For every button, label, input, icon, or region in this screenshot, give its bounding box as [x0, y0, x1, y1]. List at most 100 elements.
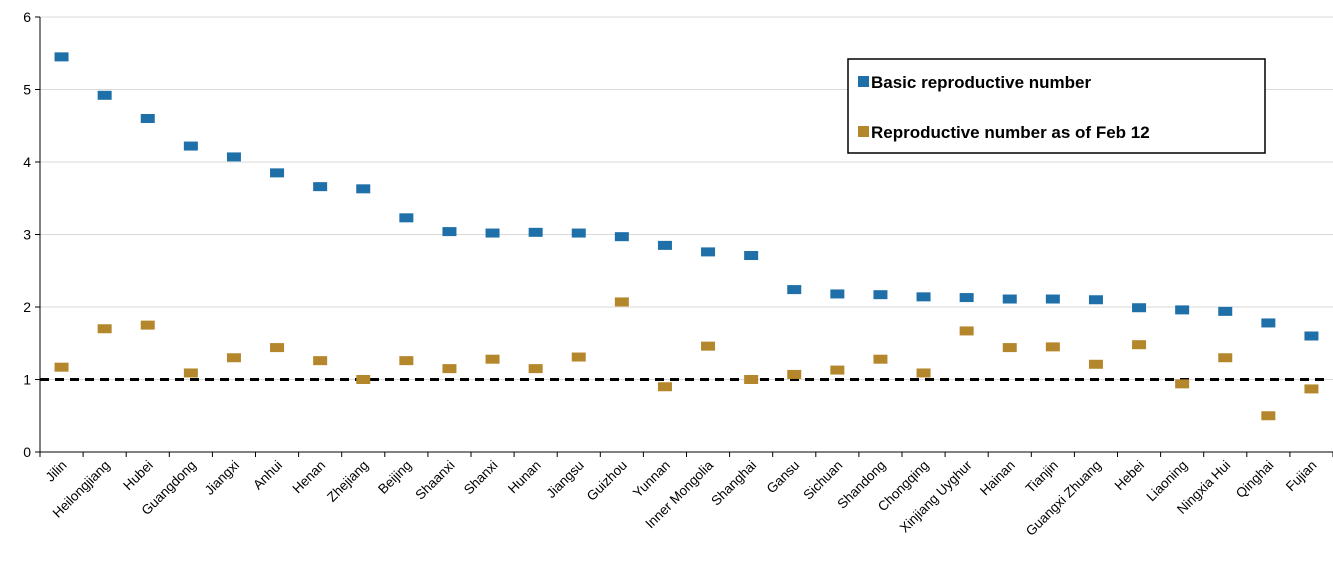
data-point: [97, 90, 112, 100]
data-point: [1045, 294, 1060, 304]
data-point: [701, 247, 716, 257]
data-point: [183, 368, 198, 378]
data-point: [1218, 306, 1233, 316]
y-tick-label: 6: [23, 9, 31, 25]
x-category-label: Shaanxi: [412, 458, 457, 503]
data-point: [399, 356, 414, 366]
data-point: [744, 375, 759, 384]
x-category-label: Zhejiang: [324, 458, 371, 505]
data-point: [1002, 343, 1017, 353]
data-point: [485, 228, 500, 238]
y-tick-label: 5: [23, 82, 31, 98]
x-category-label: Guizhou: [584, 458, 630, 504]
data-point: [356, 375, 371, 384]
data-point: [1261, 411, 1276, 421]
y-tick-label: 0: [23, 444, 31, 460]
x-category-label: Hubei: [120, 458, 156, 494]
data-point: [830, 365, 845, 375]
legend-label-basic: Basic reproductive number: [871, 73, 1092, 92]
x-category-label: Shanghai: [708, 458, 759, 509]
x-category-label: Hainan: [977, 458, 1018, 499]
data-point: [442, 364, 457, 374]
y-tick-labels: 0 1 2 3 4 5 6: [23, 9, 31, 460]
data-point: [528, 227, 543, 237]
data-point: [1175, 305, 1190, 315]
data-point: [528, 364, 543, 374]
data-point: [1088, 359, 1103, 369]
data-point: [701, 341, 716, 351]
y-tick-label: 1: [23, 372, 31, 388]
x-category-label: Hebei: [1112, 458, 1148, 494]
data-point: [787, 285, 802, 295]
data-point: [657, 382, 672, 392]
data-point: [270, 343, 285, 353]
data-point: [313, 356, 328, 366]
x-category-label: Tianjin: [1023, 458, 1061, 496]
x-category-label: Qinghai: [1233, 458, 1277, 502]
legend: Basic reproductive number Reproductive n…: [847, 58, 1266, 154]
x-category-label: Anhui: [250, 458, 285, 493]
data-point: [1218, 353, 1233, 363]
data-point: [873, 290, 888, 300]
x-category-label: Guangxi Zhuang: [1023, 458, 1104, 539]
legend-swatch-basic: [858, 76, 869, 87]
x-category-label: Jiangxi: [202, 458, 242, 498]
data-point: [54, 52, 69, 62]
data-point: [571, 228, 586, 238]
data-point: [313, 182, 328, 192]
data-point: [916, 368, 931, 378]
data-point: [140, 114, 155, 123]
data-point: [830, 289, 845, 299]
data-point: [1304, 384, 1319, 394]
data-point: [1175, 379, 1190, 389]
data-point: [1045, 342, 1060, 352]
data-point: [744, 251, 759, 261]
y-tick-label: 4: [23, 154, 31, 170]
series-basic-reproductive-number: [54, 52, 1319, 341]
data-point: [1132, 340, 1147, 350]
y-tick-label: 3: [23, 227, 31, 243]
legend-box: [847, 58, 1266, 154]
data-point: [140, 320, 155, 330]
x-category-label: Fujian: [1283, 458, 1320, 495]
data-point: [614, 297, 629, 307]
legend-swatch-feb-12: [858, 126, 869, 137]
data-point: [1132, 303, 1147, 313]
x-category-label: Gansu: [764, 458, 803, 497]
data-point: [1088, 295, 1103, 305]
data-point: [399, 213, 414, 223]
gridlines: [40, 16, 1333, 380]
data-point: [959, 326, 974, 336]
data-point: [657, 240, 672, 250]
legend-label-feb-12: Reproductive number as of Feb 12: [871, 123, 1150, 142]
data-point: [356, 184, 371, 194]
data-point: [270, 168, 285, 178]
data-point: [1304, 331, 1319, 341]
data-point: [1002, 294, 1017, 304]
x-category-label: Jiangsu: [543, 458, 587, 502]
data-point: [183, 141, 198, 151]
data-point: [916, 292, 931, 302]
data-point: [1261, 318, 1276, 328]
x-category-label: Shanxi: [461, 458, 501, 498]
data-point: [571, 352, 586, 362]
x-category-label: Yunnan: [630, 458, 673, 501]
x-category-label: Henan: [290, 458, 329, 497]
axes: [35, 16, 1333, 457]
x-category-label: Jilin: [43, 458, 70, 485]
y-tick-label: 2: [23, 299, 31, 315]
data-point: [226, 353, 241, 363]
series-reproductive-number-feb-12: [54, 297, 1319, 421]
data-point: [873, 354, 888, 364]
x-category-label: Hunan: [505, 458, 544, 497]
data-point: [485, 354, 500, 364]
data-point: [54, 362, 69, 372]
x-category-label: Beijing: [375, 458, 414, 497]
data-point: [787, 369, 802, 379]
data-point: [226, 152, 241, 162]
data-point: [97, 324, 112, 334]
data-point: [959, 293, 974, 303]
data-point: [442, 227, 457, 237]
